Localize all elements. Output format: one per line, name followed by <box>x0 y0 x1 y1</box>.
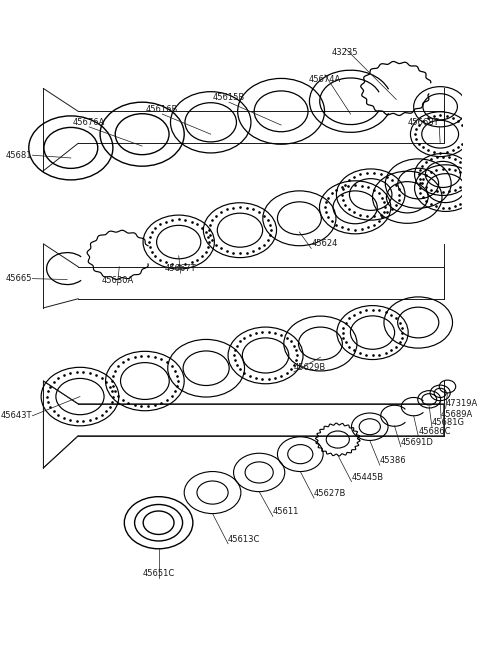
Text: 45611: 45611 <box>273 507 299 516</box>
Text: 45627B: 45627B <box>314 489 347 498</box>
Text: 43235: 43235 <box>332 49 359 57</box>
Text: 45630A: 45630A <box>101 276 133 285</box>
Text: 45686C: 45686C <box>418 427 451 436</box>
Text: 45629B: 45629B <box>294 363 326 372</box>
Text: 45667T: 45667T <box>165 264 196 273</box>
Text: 45676A: 45676A <box>73 118 105 127</box>
Text: 45689A: 45689A <box>441 409 473 419</box>
Text: 45681G: 45681G <box>432 418 465 427</box>
Text: 45643T: 45643T <box>1 411 33 420</box>
Text: 45674A: 45674A <box>309 75 341 84</box>
Text: 45651C: 45651C <box>143 569 175 577</box>
Text: 45668T: 45668T <box>408 118 439 127</box>
Text: 45624: 45624 <box>311 239 337 249</box>
Text: 45445B: 45445B <box>351 472 384 482</box>
Text: 45616B: 45616B <box>146 105 179 114</box>
Text: 45681: 45681 <box>6 151 33 159</box>
Text: 45615B: 45615B <box>213 93 245 102</box>
Text: 45691D: 45691D <box>401 438 434 447</box>
Text: 45386: 45386 <box>380 456 407 465</box>
Text: 45613C: 45613C <box>228 535 261 544</box>
Text: 47319A: 47319A <box>445 400 478 409</box>
Text: 45665: 45665 <box>6 274 33 283</box>
